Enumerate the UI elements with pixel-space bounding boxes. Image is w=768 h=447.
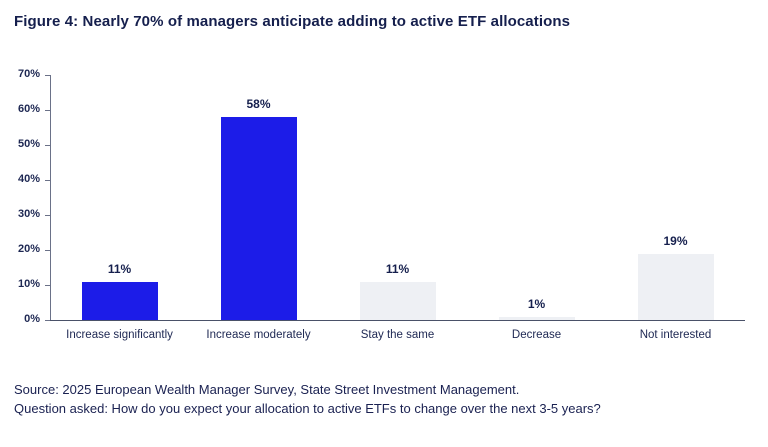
figure-title: Figure 4: Nearly 70% of managers anticip… [14, 13, 571, 30]
bar-decrease [498, 316, 575, 320]
bar-not-interested [637, 253, 714, 320]
y-axis-tick [45, 250, 50, 251]
bar-value-label: 1% [527, 296, 546, 311]
bar-value-label: 11% [107, 261, 132, 276]
y-axis-tick-label: 0% [24, 313, 40, 325]
y-axis-tick [45, 215, 50, 216]
x-axis-category-label: Increase moderately [206, 329, 311, 341]
y-axis-tick-label: 10% [17, 278, 40, 290]
chart-footer: Source: 2025 European Wealth Manager Sur… [14, 380, 601, 418]
x-axis-baseline [50, 320, 745, 321]
y-axis-tick-label: 30% [17, 208, 40, 220]
x-axis-category-label: Stay the same [360, 329, 435, 341]
y-axis-tick [45, 180, 50, 181]
y-axis-tick-label: 70% [17, 68, 40, 80]
y-axis-tick [45, 110, 50, 111]
bar-increase-significantly [81, 281, 158, 320]
bar-chart: 0% 10% 20% 30% 40% 50% 60% 70% 11% Increase signi… [17, 68, 745, 341]
y-axis-tick-label: 20% [17, 243, 40, 255]
bar-value-label: 11% [385, 261, 410, 276]
bar-value-label: 58% [246, 97, 271, 111]
bar-value-label: 19% [663, 233, 688, 248]
source-text: Source: 2025 European Wealth Manager Sur… [14, 382, 520, 397]
y-axis-tick-label: 60% [17, 103, 40, 115]
bar-stay-the-same [359, 281, 436, 320]
y-axis-tick-label: 40% [17, 173, 40, 185]
y-axis-tick [45, 285, 50, 286]
x-axis-category-label: Decrease [511, 329, 562, 341]
x-axis-category-label: Not interested [639, 329, 712, 341]
bar-increase-moderately [220, 117, 297, 320]
y-axis-tick-label: 50% [17, 138, 40, 150]
y-axis-tick [45, 320, 50, 321]
x-axis-category-label: Increase significantly [66, 329, 173, 341]
y-axis-tick [45, 145, 50, 146]
question-text: Question asked: How do you expect your a… [14, 401, 601, 416]
y-axis-tick [45, 75, 50, 76]
y-axis-line [50, 75, 51, 320]
